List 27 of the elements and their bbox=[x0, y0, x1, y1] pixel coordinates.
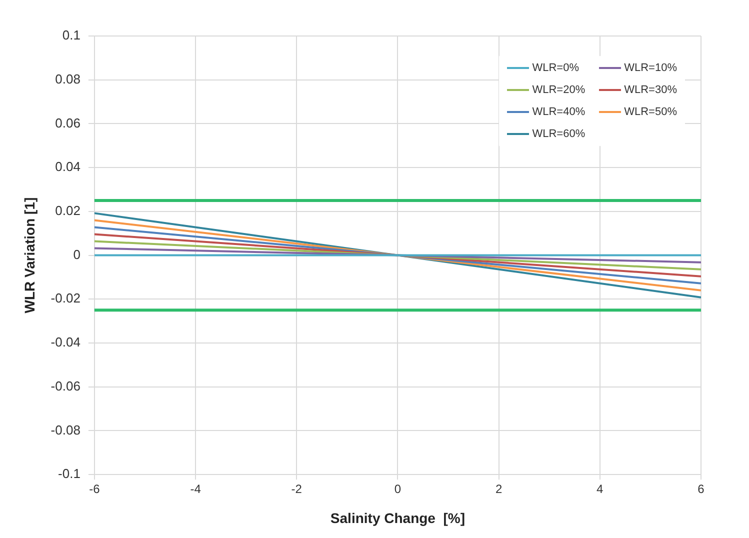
x-axis-title: Salinity Change [%] bbox=[330, 510, 466, 526]
x-tick-label: 6 bbox=[698, 482, 705, 496]
y-tick-label: -0.02 bbox=[50, 290, 80, 306]
y-axis-title: WLR Variation [1] bbox=[21, 197, 38, 314]
x-tick-label: 0 bbox=[394, 482, 402, 496]
legend-label: WLR=50% bbox=[624, 106, 677, 118]
y-tick-label: 0 bbox=[73, 246, 80, 262]
x-tick-label: 4 bbox=[596, 482, 604, 496]
legend-label: WLR=0% bbox=[532, 62, 579, 74]
y-tick-label: 0.06 bbox=[55, 115, 80, 130]
y-tick-label: -0.1 bbox=[58, 466, 80, 482]
legend-label: WLR=60% bbox=[532, 128, 586, 140]
legend-label: WLR=10% bbox=[624, 62, 677, 74]
y-tick-label: 0.08 bbox=[55, 71, 80, 86]
y-tick-label: -0.06 bbox=[50, 378, 80, 394]
y-tick-label: -0.08 bbox=[50, 422, 80, 438]
legend-label: WLR=20% bbox=[532, 84, 586, 96]
x-tick-label: 2 bbox=[495, 482, 502, 496]
y-tick-label: 0.04 bbox=[55, 159, 80, 174]
x-tick-label: -4 bbox=[190, 482, 202, 496]
x-tick-label: -2 bbox=[291, 482, 302, 496]
y-tick-label: 0.02 bbox=[55, 203, 80, 218]
y-tick-label: -0.04 bbox=[50, 334, 80, 350]
legend-label: WLR=30% bbox=[624, 84, 677, 96]
y-tick-label: 0.1 bbox=[62, 28, 80, 43]
x-tick-label: -6 bbox=[89, 482, 100, 496]
legend-label: WLR=40% bbox=[532, 106, 586, 118]
